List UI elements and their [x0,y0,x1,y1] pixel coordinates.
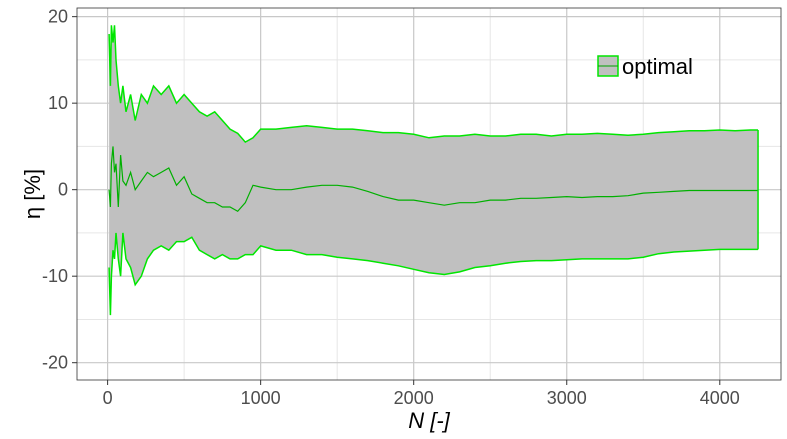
y-tick-label: 10 [48,93,68,113]
x-tick-label: 0 [103,388,113,408]
panel-border [76,7,782,381]
y-axis-title: η [%] [20,169,45,219]
mean-line [108,146,758,213]
legend-label: optimal [622,54,693,79]
x-tick-label: 3000 [547,388,587,408]
y-tick-label: 20 [48,7,68,27]
x-tick-label: 1000 [241,388,281,408]
x-tick-label: 4000 [700,388,740,408]
series-layer [108,25,759,316]
x-tick-label: 2000 [394,388,434,408]
legend: optimal [597,54,693,79]
y-tick-label: -20 [42,353,68,373]
y-tick-label: -10 [42,266,68,286]
upper-bound-line [108,25,758,144]
x-axis-ticks: 0 1000 2000 3000 4000 [103,380,740,408]
lower-bound-line [108,232,758,316]
y-axis-ticks: -20 -10 0 10 20 [42,7,77,373]
confidence-band [109,25,759,316]
y-tick-label: 0 [58,180,68,200]
x-axis-title: N [-] [408,408,450,433]
